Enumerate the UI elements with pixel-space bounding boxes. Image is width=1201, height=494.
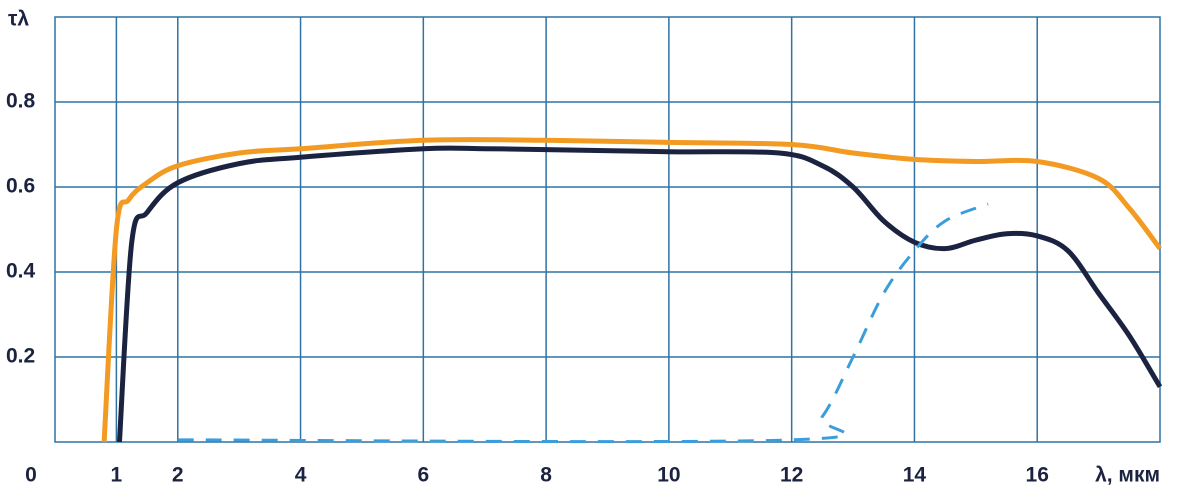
y-axis-label: τλ [8,8,29,31]
x-tick-label: 0 [25,464,37,487]
y-tick-label: 0.2 [6,345,35,368]
x-tick-label: 2 [172,464,184,487]
line-series [101,137,1162,443]
x-tick-label: 1 [111,464,123,487]
plot-frame [54,16,1161,443]
y-tick-label: 0.4 [6,260,36,283]
x-tick-label: 4 [295,464,307,487]
x-tick-label: 6 [417,464,429,487]
x-tick-label: 14 [903,464,927,487]
line-series [177,202,989,444]
y-tick-label: 0.6 [6,175,35,198]
x-tick-label: 8 [540,464,552,487]
x-tick-label: 10 [657,464,680,487]
x-axis-label: λ, мкм [1095,464,1160,487]
line-series [116,145,1163,443]
x-tick-label: 12 [780,464,803,487]
x-tick-label: 16 [1026,464,1049,487]
y-tick-label: 0.8 [6,90,36,113]
